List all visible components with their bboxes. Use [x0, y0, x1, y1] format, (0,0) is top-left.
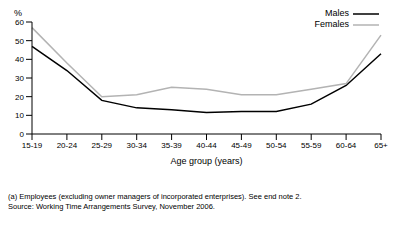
svg-text:10: 10: [15, 111, 24, 120]
svg-text:25-29: 25-29: [92, 141, 113, 150]
svg-text:65+: 65+: [374, 141, 388, 150]
svg-text:20-24: 20-24: [57, 141, 78, 150]
svg-text:55-59: 55-59: [301, 141, 322, 150]
html-text:Females: Females: [314, 19, 349, 29]
svg-text:40: 40: [15, 55, 24, 64]
svg-text:50-54: 50-54: [266, 141, 287, 150]
svg-text:60: 60: [15, 18, 24, 27]
svg-text:0: 0: [20, 130, 25, 139]
svg-text:35-39: 35-39: [161, 141, 182, 150]
html-text:Source: Working Time Arrangeme: Source: Working Time Arrangements Survey…: [8, 202, 215, 211]
svg-text:50: 50: [15, 37, 24, 46]
html-text:(a) Employees (excluding owner: (a) Employees (excluding owner managers …: [8, 192, 302, 201]
svg-text:60-64: 60-64: [336, 141, 357, 150]
svg-text:45-49: 45-49: [231, 141, 252, 150]
svg-text:20: 20: [15, 93, 24, 102]
svg-text:15-19: 15-19: [22, 141, 43, 150]
html-text:Males: Males: [325, 8, 349, 18]
svg-text:30: 30: [15, 74, 24, 83]
svg-text:40-44: 40-44: [196, 141, 217, 150]
svg-text:30-34: 30-34: [126, 141, 147, 150]
svg-text:Age group (years): Age group (years): [170, 156, 242, 166]
